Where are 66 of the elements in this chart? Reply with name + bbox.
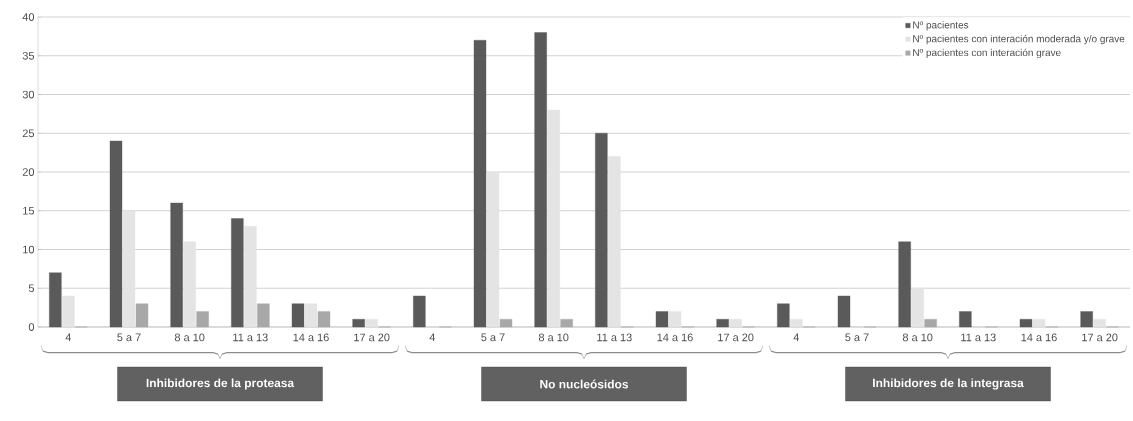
bar: [959, 311, 972, 328]
x-tick-label: 5 a 7: [845, 333, 869, 342]
legend-label: Nº pacientes con interación moderada y/o grave: [913, 34, 1125, 45]
x-tick-label: 8 a 10: [902, 333, 933, 342]
bar: [668, 311, 682, 328]
x-tick-label: 11 a 13: [233, 333, 268, 342]
x-tick-label: 14 a 16: [293, 333, 329, 342]
text: No nucleósidos: [540, 379, 629, 389]
legend-label: Nº pacientes con interación grave: [913, 48, 1061, 59]
x-tick-label: 14 a 16: [657, 333, 693, 342]
y-tick-label: 35: [22, 51, 35, 60]
bar: [534, 32, 547, 328]
y-tick-label: 0: [28, 323, 35, 331]
bar: [911, 288, 924, 328]
bar: [1019, 319, 1033, 328]
bar: [231, 218, 244, 328]
bar: [777, 303, 790, 328]
bar: [304, 303, 318, 328]
x-tick-label: 8 a 10: [538, 333, 569, 342]
y-tick-label: 20: [22, 168, 35, 176]
legend-label: Nº pacientes: [913, 21, 969, 31]
bar: [595, 133, 608, 328]
y-tick-label: 15: [23, 206, 35, 215]
bar: [62, 295, 75, 328]
y-tick-label: 40: [22, 13, 35, 21]
bar: [547, 109, 560, 328]
bar: [1032, 319, 1046, 328]
text: Inhibidores de la proteasa: [146, 378, 295, 390]
bar: [291, 303, 305, 328]
x-tick-label: 11 a 13: [597, 333, 632, 342]
bar: [365, 319, 378, 328]
x-tick-label: 17 a 20: [1082, 333, 1118, 342]
bar: [109, 140, 123, 328]
x-tick-label: 4: [793, 333, 800, 342]
bar: [790, 319, 803, 328]
x-tick-label: 11 a 13: [961, 333, 996, 342]
bar: [837, 295, 851, 328]
bar: [413, 295, 426, 328]
bar: [898, 241, 911, 328]
text: Inhibidores de la integrasa: [873, 378, 1024, 390]
x-tick-label: 5 a 7: [117, 333, 141, 342]
x-tick-label: 17 a 20: [718, 333, 754, 342]
bar: [244, 226, 257, 328]
bar: [655, 311, 669, 328]
y-tick-label: 30: [22, 90, 35, 99]
x-tick-label: 14 a 16: [1021, 333, 1057, 342]
bar: [1080, 311, 1093, 328]
bar: [352, 319, 365, 328]
bar: [729, 319, 742, 328]
y-tick-label: 10: [23, 245, 35, 254]
bar: [716, 319, 729, 328]
x-tick-label: 17 a 20: [354, 333, 390, 342]
bar: [49, 272, 62, 328]
y-tick-label: 25: [22, 129, 35, 138]
bar: [486, 171, 500, 328]
x-tick-label: 5 a 7: [481, 333, 505, 342]
bar: [170, 202, 183, 328]
x-tick-label: 4: [65, 333, 72, 342]
bar: [608, 156, 621, 328]
x-tick-label: 4: [429, 333, 436, 342]
bar: [122, 210, 136, 328]
bar: [1093, 319, 1106, 328]
bar: [183, 241, 196, 328]
y-tick-label: 5: [28, 284, 35, 293]
x-tick-label: 8 a 10: [174, 333, 205, 342]
bar: [473, 40, 487, 328]
